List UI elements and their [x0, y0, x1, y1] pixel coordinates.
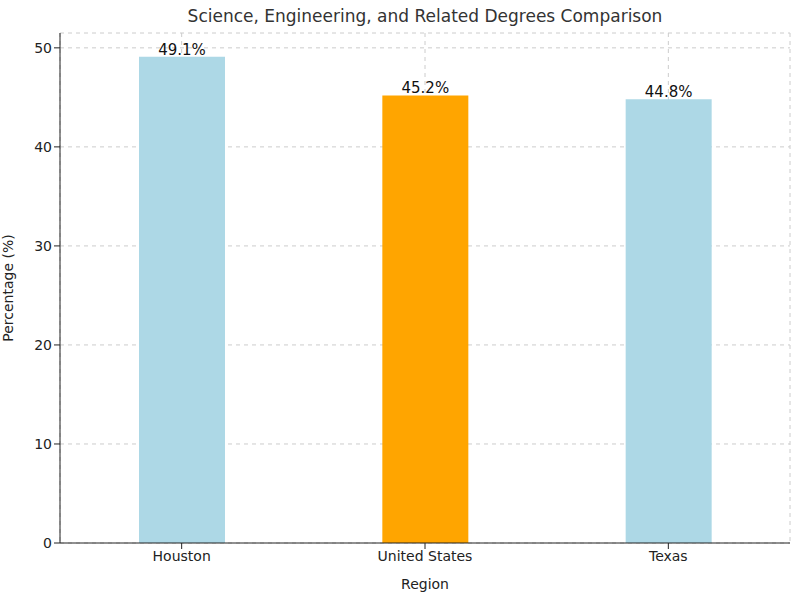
html-text:Science, Engineering, and Rela: Science, Engineering, and Related Degree…	[187, 6, 663, 26]
svg-text:50: 50	[34, 40, 52, 56]
svg-text:45.2%: 45.2%	[402, 79, 450, 97]
svg-text:40: 40	[34, 139, 52, 155]
svg-text:44.8%: 44.8%	[645, 83, 693, 101]
svg-text:Houston: Houston	[153, 548, 211, 564]
svg-text:49.1%: 49.1%	[158, 41, 206, 59]
svg-text:10: 10	[34, 436, 52, 452]
svg-text:30: 30	[34, 238, 52, 254]
svg-text:United States: United States	[378, 548, 473, 564]
svg-text:20: 20	[34, 337, 52, 353]
svg-text:Texas: Texas	[648, 548, 688, 564]
svg-text:0: 0	[43, 535, 52, 551]
svg-text:Percentage (%): Percentage (%)	[8, 234, 16, 341]
svg-text:Region: Region	[401, 576, 449, 592]
